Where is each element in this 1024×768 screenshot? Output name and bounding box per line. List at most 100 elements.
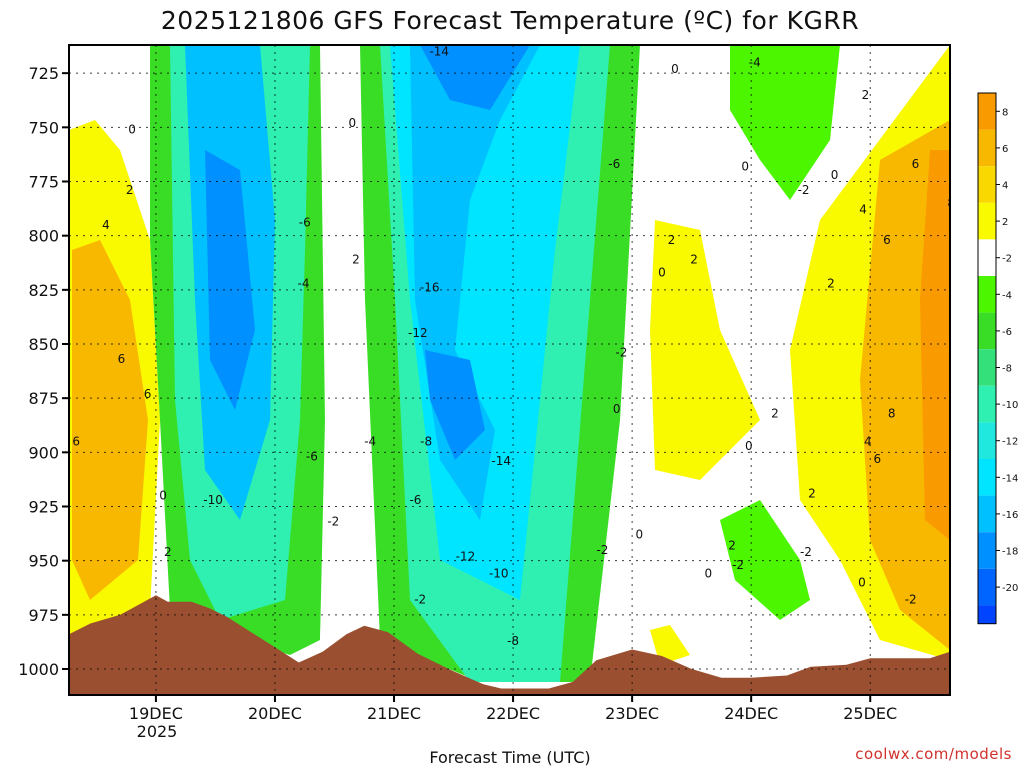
y-tick-label: 900 [28, 443, 59, 462]
contour-label: 6 [118, 352, 126, 366]
ground-surface [69, 595, 950, 695]
colorbar-label: -18 [1002, 547, 1018, 558]
colorbar-swatch [978, 93, 996, 130]
x-tick-label: 19DEC [129, 704, 183, 723]
colorbar-label: 8 [1002, 107, 1008, 118]
y-tick-label: 775 [28, 173, 59, 192]
white-gap [320, 45, 370, 640]
cold-core-left [205, 150, 255, 410]
colorbar-swatch [978, 202, 996, 240]
y-tick-label: 925 [28, 498, 59, 517]
contour-label: -14 [491, 454, 511, 468]
contour-label: 6 [144, 387, 152, 401]
cold-core-mid [420, 45, 530, 110]
contour-label: -2 [615, 346, 627, 360]
warm-band-mid-right [650, 220, 760, 480]
contour-label: -4 [298, 276, 310, 290]
colorbar-swatch [978, 312, 996, 350]
y-tick-label: 875 [28, 389, 59, 408]
warm-peak-right [920, 150, 950, 540]
contour-label: -16 [420, 281, 440, 295]
contour-label: 0 [349, 116, 357, 130]
colorbar-label: 4 [1002, 181, 1008, 192]
colorbar-swatch [978, 385, 996, 423]
colorbar-swatch [978, 532, 996, 569]
y-tick-label: 975 [28, 606, 59, 625]
colorbar-label: -4 [1002, 290, 1012, 301]
contour-label: 2 [126, 183, 134, 197]
y-tick-label: 800 [28, 227, 59, 246]
contour-label: 6 [912, 157, 920, 171]
contour-label: -10 [203, 493, 223, 507]
contour-label: -4 [364, 435, 376, 449]
contour-label: 8 [888, 406, 896, 420]
contour-label: -6 [608, 157, 620, 171]
contour-label: -12 [408, 326, 428, 340]
contour-label: 8 [947, 196, 955, 210]
contour-label: 2 [827, 276, 835, 290]
contour-label: 6 [72, 435, 80, 449]
y-axis: 725 750 775 800 825 850 875 900 925 950 975 1000 [18, 64, 69, 679]
contour-label: -6 [409, 493, 421, 507]
contour-label: -12 [456, 549, 476, 563]
colorbar-label: -16 [1002, 510, 1018, 521]
colorbar-swatch [978, 422, 996, 459]
contour-label: -4 [749, 55, 761, 69]
contour-label: 6 [883, 233, 891, 247]
contour-label: 4 [102, 218, 110, 232]
colorbar-swatch [978, 166, 996, 203]
colorbar-swatch [978, 349, 996, 386]
colorbar-label: -10 [1002, 400, 1018, 411]
y-tick-label: 850 [28, 335, 59, 354]
contour-label: -2 [798, 183, 810, 197]
contour-label: 0 [704, 567, 712, 581]
contour-label: 2 [690, 253, 698, 267]
warm-core-left [72, 240, 148, 600]
x-axis-year-label: 2025 [137, 722, 178, 741]
contour-label: 0 [159, 489, 167, 503]
temperature-fill-field [69, 45, 950, 695]
colorbar-label: -12 [1002, 437, 1018, 448]
contour-label: 0 [128, 123, 136, 137]
contour-label: 0 [613, 402, 621, 416]
y-tick-label: 725 [28, 64, 59, 83]
x-tick-label: 25DEC [843, 704, 897, 723]
contour-label: -8 [420, 435, 432, 449]
contour-label: 6 [874, 452, 882, 466]
colorbar-label: 2 [1002, 217, 1008, 228]
x-tick-label: 24DEC [724, 704, 778, 723]
contour-label: -2 [327, 515, 339, 529]
contour-label: -6 [306, 450, 318, 464]
contour-label: -2 [800, 545, 812, 559]
chart-title: 2025121806 GFS Forecast Temperature (ºC)… [161, 6, 859, 35]
x-tick-label: 20DEC [248, 704, 302, 723]
contour-label: 2 [164, 545, 172, 559]
contour-label: -14 [429, 45, 449, 59]
colorbar-label: -6 [1002, 327, 1012, 338]
contour-label: 2 [352, 253, 360, 267]
contour-label: 2 [808, 487, 816, 501]
colorbar-swatch [978, 459, 996, 496]
contour-label: 2 [862, 88, 870, 102]
credit-text: coolwx.com/models [855, 745, 1012, 763]
ground-area [69, 595, 950, 695]
contour-label: -6 [299, 216, 311, 230]
contour-label: 0 [858, 575, 866, 589]
colorbar-label: -8 [1002, 364, 1012, 375]
colorbar-label: -2 [1002, 254, 1012, 265]
colorbar-frame [977, 92, 997, 625]
plot-frame [68, 44, 951, 696]
colorbar-label: 6 [1002, 144, 1008, 155]
contour-label: 2 [728, 539, 736, 553]
green-patch-right-top [730, 45, 840, 200]
contour-label: 4 [864, 435, 872, 449]
colorbar-swatch [978, 129, 996, 167]
x-tick-label: 21DEC [367, 704, 421, 723]
contour-label: -2 [732, 558, 744, 572]
contour-label: 0 [671, 62, 679, 76]
contour-label: -10 [489, 567, 509, 581]
colorbar-swatch [978, 495, 996, 533]
y-tick-label: 1000 [18, 660, 59, 679]
colorbar-label: -14 [1002, 473, 1018, 484]
